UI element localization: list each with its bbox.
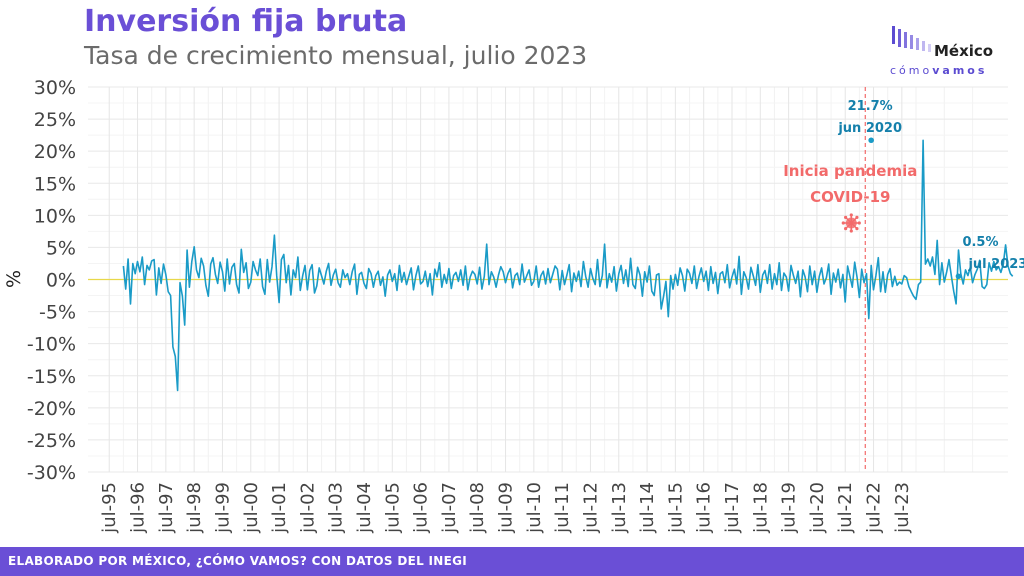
footer-credit: ELABORADO POR MÉXICO, ¿CÓMO VAMOS? CON D… [8, 554, 468, 568]
peak-date-label: jun 2020 [837, 121, 902, 136]
x-tick-label: jul-08 [467, 482, 488, 534]
chart-title: Inversión fija bruta [84, 4, 408, 39]
x-tick-label: jul-17 [722, 482, 743, 534]
y-tick-label: 30% [34, 77, 76, 99]
y-tick-label: 15% [34, 173, 76, 195]
x-tick-label: jul-16 [694, 482, 715, 534]
x-tick-label: jul-00 [241, 482, 262, 534]
x-tick-label: jul-13 [609, 482, 630, 534]
x-axis: jul-95 jul-96 jul-97 jul-98 jul-99 jul-00 jul-… [99, 482, 913, 534]
x-tick-label: jul-95 [99, 482, 120, 534]
x-tick-label: jul-12 [580, 482, 601, 534]
y-tick-label: -10% [27, 334, 76, 356]
y-tick-label: -30% [27, 462, 76, 484]
x-tick-label: jul-02 [297, 482, 318, 534]
x-tick-label: jul-23 [892, 482, 913, 534]
growth-line-chart: 30% 25% 20% 15% 10% 5% 0% -5% -10% -15% -20% -25% -3… [3, 77, 1024, 534]
x-tick-label: jul-01 [269, 482, 290, 534]
virus-spike-tip [855, 215, 859, 219]
virus-icon [841, 213, 861, 233]
x-tick-label: jul-96 [128, 482, 149, 534]
x-tick-label: jul-05 [382, 482, 403, 534]
x-tick-label: jul-99 [212, 482, 233, 534]
bars-logo-icon [892, 26, 931, 52]
last-point [955, 273, 962, 280]
y-tick-label: 10% [34, 205, 76, 227]
y-tick-label: -25% [27, 430, 76, 452]
x-tick-label: jul-98 [184, 482, 205, 534]
peak-point [868, 137, 874, 144]
y-axis: 30% 25% 20% 15% 10% 5% 0% -5% -10% -15% -20% -25% -3… [3, 77, 76, 484]
y-tick-label: 25% [34, 109, 76, 131]
x-tick-label: jul-03 [326, 482, 347, 534]
pandemic-label-2: COVID-19 [810, 188, 890, 206]
chart-subtitle: Tasa de crecimiento mensual, julio 2023 [84, 41, 588, 70]
chart-marks: Inicia pandemia COVID-19 21.7% jun 2020 0.5%… [88, 87, 1024, 472]
virus-spike-tip [855, 227, 859, 231]
virus-spike-tip [849, 229, 853, 233]
mexico-como-vamos-logo: México cómovamos [890, 24, 1010, 84]
logo-name: México [934, 42, 994, 60]
logo-tag-light: cómo [890, 64, 933, 77]
y-tick-label: -20% [27, 398, 76, 420]
logo-tagline: cómovamos [890, 64, 987, 77]
x-tick-label: jul-06 [411, 482, 432, 534]
y-tick-label: 20% [34, 141, 76, 163]
virus-body [845, 217, 857, 229]
x-tick-label: jul-19 [779, 482, 800, 534]
x-tick-label: jul-97 [156, 482, 177, 534]
x-tick-label: jul-18 [750, 482, 771, 534]
x-tick-label: jul-22 [864, 482, 885, 534]
x-tick-label: jul-15 [665, 482, 686, 534]
x-tick-label: jul-14 [637, 482, 658, 534]
y-tick-label: 0% [46, 270, 76, 292]
last-date-label: jul 2023 [967, 257, 1024, 272]
x-tick-label: jul-20 [807, 482, 828, 534]
y-tick-label: -5% [39, 302, 76, 324]
y-axis-title: % [3, 270, 25, 288]
peak-value-label: 21.7% [848, 99, 893, 114]
x-tick-label: jul-04 [354, 482, 375, 534]
y-tick-label: -15% [27, 366, 76, 388]
footer-bar: ELABORADO POR MÉXICO, ¿CÓMO VAMOS? CON D… [0, 547, 1024, 576]
x-tick-label: jul-09 [496, 482, 517, 534]
logo-tag-bold: vamos [932, 64, 988, 77]
x-tick-label: jul-10 [524, 482, 545, 534]
virus-spike-tip [844, 215, 848, 219]
series-line [122, 139, 1014, 392]
last-value-label: 0.5% [962, 235, 998, 250]
virus-spike-tip [844, 227, 848, 231]
y-tick-label: 5% [46, 237, 76, 259]
x-tick-label: jul-07 [439, 482, 460, 534]
pandemic-label: Inicia pandemia [783, 162, 917, 180]
virus-spike-tip [841, 221, 845, 225]
virus-spike-tip [849, 213, 853, 217]
virus-spike-tip [857, 221, 861, 225]
x-tick-label: jul-21 [835, 482, 856, 534]
x-tick-label: jul-11 [552, 482, 573, 534]
